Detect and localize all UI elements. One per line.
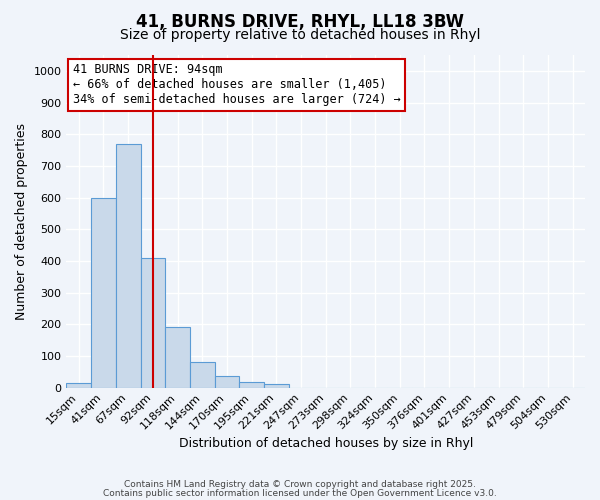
Y-axis label: Number of detached properties: Number of detached properties xyxy=(15,123,28,320)
Bar xyxy=(116,144,140,388)
Bar xyxy=(67,383,91,388)
Bar xyxy=(215,376,239,388)
Bar xyxy=(165,328,190,388)
Bar xyxy=(264,384,289,388)
Bar xyxy=(91,198,116,388)
Text: 41, BURNS DRIVE, RHYL, LL18 3BW: 41, BURNS DRIVE, RHYL, LL18 3BW xyxy=(136,12,464,30)
Bar xyxy=(190,362,215,388)
Bar xyxy=(140,258,165,388)
Text: Contains public sector information licensed under the Open Government Licence v3: Contains public sector information licen… xyxy=(103,488,497,498)
Text: Size of property relative to detached houses in Rhyl: Size of property relative to detached ho… xyxy=(120,28,480,42)
Text: 41 BURNS DRIVE: 94sqm
← 66% of detached houses are smaller (1,405)
34% of semi-d: 41 BURNS DRIVE: 94sqm ← 66% of detached … xyxy=(73,64,400,106)
Bar xyxy=(239,382,264,388)
X-axis label: Distribution of detached houses by size in Rhyl: Distribution of detached houses by size … xyxy=(179,437,473,450)
Text: Contains HM Land Registry data © Crown copyright and database right 2025.: Contains HM Land Registry data © Crown c… xyxy=(124,480,476,489)
